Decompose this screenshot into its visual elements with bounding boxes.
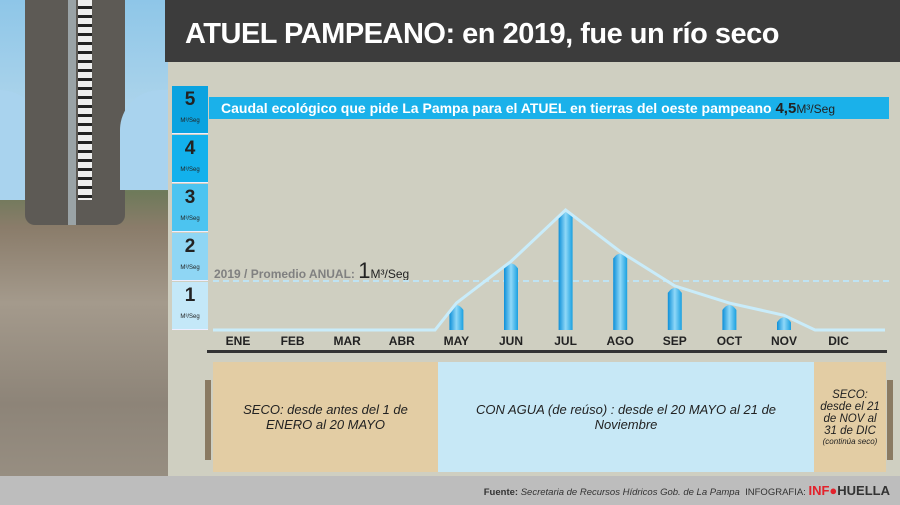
level-4: 4 M³/Seg [172, 135, 208, 183]
brand-logo-1: INF [808, 483, 830, 498]
source: Fuente: Secretaria de Recursos Hídricos … [483, 483, 890, 498]
level-value: 4 [184, 138, 196, 159]
water-gauge [78, 0, 92, 200]
level-value: 3 [184, 187, 196, 208]
eco-text: Caudal ecológico que pide La Pampa para … [221, 100, 772, 116]
month-label: OCT [716, 334, 743, 348]
page-title: ATUEL PAMPEANO: en 2019, fue un río seco [185, 18, 779, 50]
bar-JUL [558, 211, 573, 330]
month-label: NOV [770, 334, 797, 348]
month-label: JUL [554, 334, 577, 348]
infografia-label: INFOGRAFIA: [745, 487, 806, 498]
panel-edge [887, 380, 893, 460]
level-unit: M³/Seg [180, 118, 200, 124]
period-panel: CON AGUA (de reúso) : desde el 20 MAYO a… [438, 362, 814, 472]
level-value: 2 [184, 236, 196, 257]
month-label: DIC [828, 334, 849, 348]
avg-label: 2019 / Promedio ANUAL: [214, 267, 355, 281]
bar-AGO [613, 253, 628, 330]
month-label: AGO [606, 334, 634, 348]
avg-value: 1 [358, 258, 371, 283]
level-unit: M³/Seg [180, 216, 200, 222]
level-3: 3 M³/Seg [172, 184, 208, 232]
month-label: MAY [443, 334, 470, 348]
period-text: CON AGUA (de reúso) : desde el 20 MAYO a… [475, 402, 777, 432]
level-value: 5 [184, 89, 196, 110]
month-label: ABR [388, 334, 415, 348]
rod [68, 0, 76, 225]
month-label: SEP [662, 334, 687, 348]
x-axis [207, 350, 887, 353]
level-2: 2 M³/Seg [172, 233, 208, 281]
period-text: SECO: desde antes del 1 de ENERO al 20 M… [243, 402, 408, 432]
eco-unit: M³/Seg [796, 102, 835, 116]
bar-OCT [722, 305, 737, 330]
eco-value: 4,5 [775, 100, 797, 117]
period-panel: SECO: desde antes del 1 de ENERO al 20 M… [213, 362, 438, 472]
source-label: Fuente: [483, 487, 519, 498]
level-5: 5 M³/Seg [172, 86, 208, 134]
bar-MAY [449, 305, 464, 330]
background-photo [0, 0, 168, 505]
level-1: 1 M³/Seg [172, 282, 208, 330]
period-text: SECO: desde el 21 de NOV al 31 de DIC [820, 388, 880, 437]
eco-flow-banner: Caudal ecológico que pide La Pampa para … [209, 97, 889, 119]
panel-edge [205, 380, 211, 460]
flow-line [213, 207, 885, 332]
bar-NOV [777, 317, 791, 330]
annual-average: 2019 / Promedio ANUAL: 1M³/Seg [214, 258, 409, 284]
level-unit: M³/Seg [180, 314, 200, 320]
title-bar [165, 0, 900, 62]
month-label: MAR [333, 334, 361, 348]
brand-logo-2: HUELLA [837, 483, 890, 498]
level-unit: M³/Seg [180, 167, 200, 173]
bar-JUN [504, 263, 518, 330]
level-value: 1 [184, 285, 196, 306]
source-text: Secretaria de Recursos Hídricos Gob. de … [520, 487, 740, 498]
month-label: ENE [225, 334, 251, 348]
sky [120, 90, 168, 190]
period-note: (continúa seco) [822, 436, 878, 446]
bar-SEP [667, 287, 682, 330]
level-unit: M³/Seg [180, 265, 200, 271]
month-label: FEB [280, 334, 305, 348]
footer [0, 476, 900, 505]
average-line [213, 280, 889, 282]
period-panel: SECO: desde el 21 de NOV al 31 de DIC (co… [814, 362, 886, 472]
avg-unit: M³/Seg [370, 267, 410, 281]
month-label: JUN [498, 334, 523, 348]
